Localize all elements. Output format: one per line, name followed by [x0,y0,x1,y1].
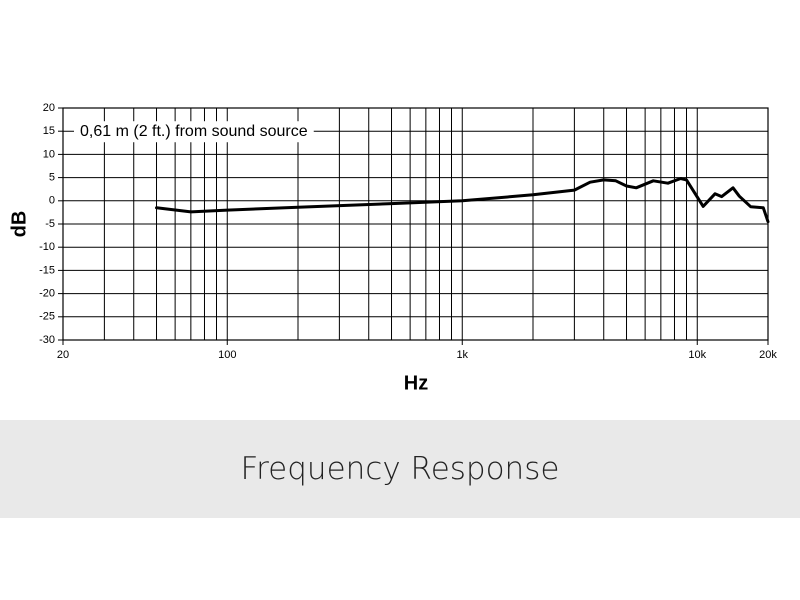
caption-band [0,420,800,518]
x-tick-label: 1k [456,349,468,361]
y-tick-label: 10 [43,148,55,160]
y-tick-label: -10 [39,241,55,253]
y-tick-label: 5 [49,172,55,184]
y-tick-label: -30 [39,334,55,346]
y-axis-label: dB [8,211,30,238]
y-tick-label: -25 [39,311,55,323]
caption: Frequency Response [240,451,560,487]
y-tick-label: -5 [45,218,55,230]
y-tick-label: 15 [43,125,55,137]
x-tick-label: 10k [688,349,706,361]
x-tick-label: 100 [218,349,236,361]
y-tick-label: 0 [49,195,55,207]
y-tick-label: 20 [43,102,55,114]
annotation-bg [74,121,314,143]
response-line [155,177,770,224]
x-axis-label: Hz [404,372,428,394]
plot-frame [62,107,769,341]
x-tick-label: 20 [57,349,69,361]
y-tick-label: -20 [39,288,55,300]
x-tick-label: 20k [759,349,777,361]
annotation: 0,61 m (2 ft.) from sound source [80,123,308,140]
y-tick-label: -15 [39,264,55,276]
